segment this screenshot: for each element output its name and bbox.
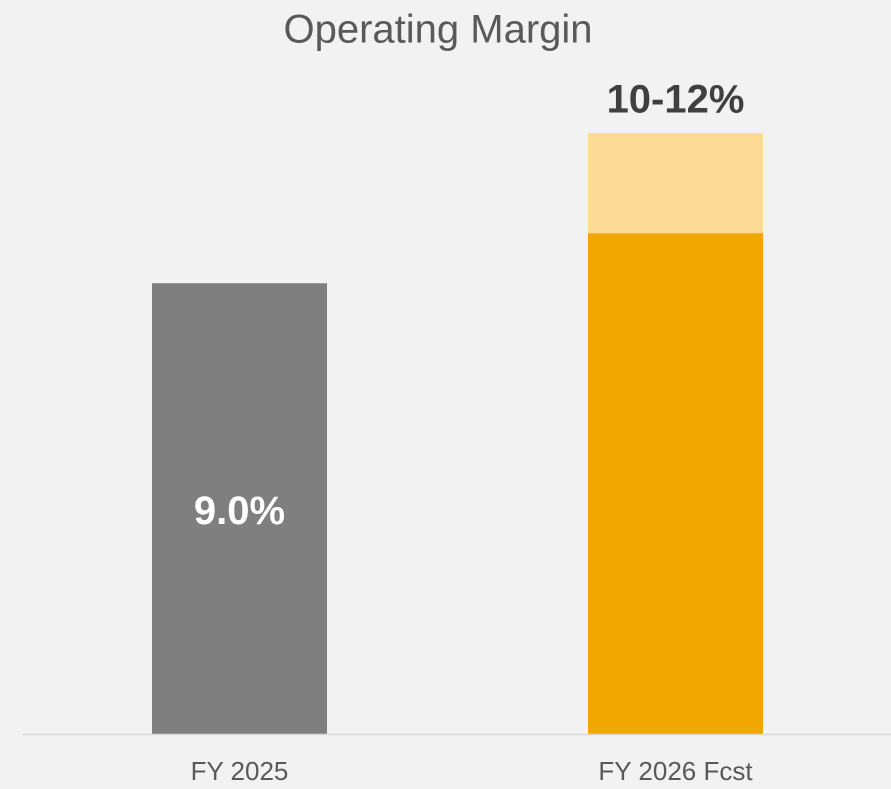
x-tick-label: FY 2026 Fcst [598,756,753,786]
chart-title: Operating Margin [283,8,592,52]
annotation: 10-12% [607,78,745,122]
x-tick-label: FY 2025 [191,756,289,786]
data-label: 9.0% [194,489,285,533]
bar-segment [152,283,327,734]
bar-segment [588,233,763,734]
bar-segment [588,133,763,234]
